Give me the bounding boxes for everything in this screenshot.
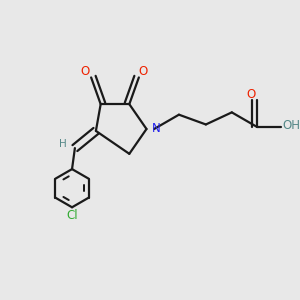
- Text: N: N: [152, 122, 161, 136]
- Text: H: H: [58, 139, 66, 149]
- Text: Cl: Cl: [66, 209, 78, 222]
- Text: OH: OH: [282, 119, 300, 132]
- Text: O: O: [81, 65, 90, 78]
- Text: O: O: [246, 88, 256, 101]
- Text: O: O: [138, 65, 147, 78]
